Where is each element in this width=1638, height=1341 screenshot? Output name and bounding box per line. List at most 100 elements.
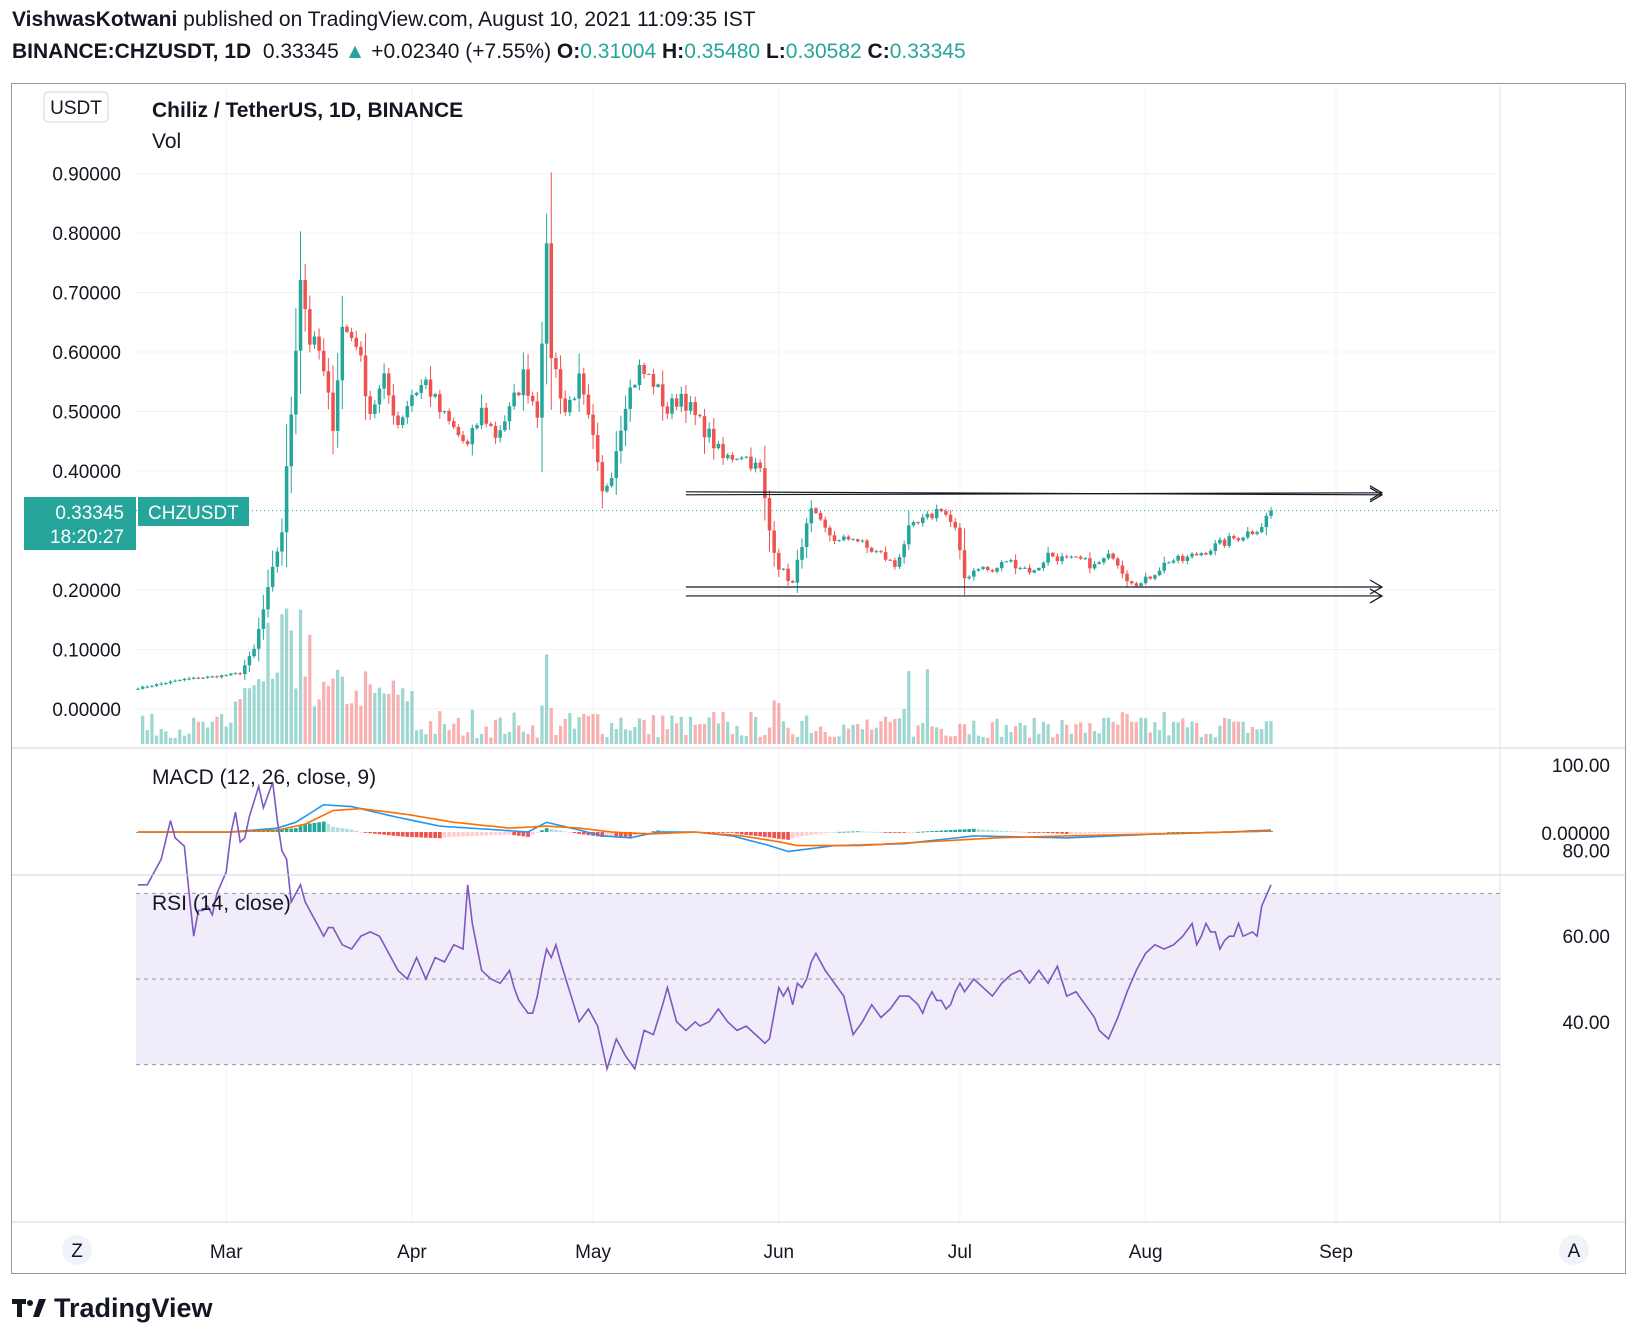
candle xyxy=(210,675,215,679)
candle xyxy=(1250,530,1255,536)
macd-histogram-bar xyxy=(1176,832,1180,833)
macd-histogram-bar xyxy=(916,831,920,833)
volume-bar xyxy=(767,727,772,744)
volume-label[interactable]: Vol xyxy=(152,130,181,153)
channel-line[interactable] xyxy=(685,492,1383,496)
macd-histogram-bar xyxy=(512,832,516,836)
close-label: C: xyxy=(867,40,890,63)
volume-bar xyxy=(1120,712,1125,744)
time-tick-label: Sep xyxy=(1319,1242,1353,1263)
macd-histogram-bar xyxy=(1083,832,1088,834)
candle xyxy=(1255,530,1259,536)
volume-bar xyxy=(1241,721,1245,744)
macd-histogram-bar xyxy=(1134,832,1139,833)
volume-bar xyxy=(679,716,683,744)
volume-bar xyxy=(377,687,382,744)
macd-histogram-bar xyxy=(1125,832,1129,833)
macd-histogram-bar xyxy=(479,832,484,836)
price-tick-label: 0.50000 xyxy=(52,403,121,424)
volume-bar xyxy=(466,732,470,744)
close-value: 0.33345 xyxy=(889,40,966,63)
rsi-tick-label: 100.00 xyxy=(1552,756,1610,777)
candle xyxy=(702,408,707,454)
candle xyxy=(168,680,173,685)
volume-bar xyxy=(758,736,762,744)
macd-histogram-bar xyxy=(730,832,735,833)
candle xyxy=(828,525,832,542)
z-button[interactable]: Z xyxy=(62,1235,92,1265)
macd-label[interactable]: MACD (12, 26, close, 9) xyxy=(152,766,376,789)
volume-bar xyxy=(684,734,688,744)
candle xyxy=(182,677,187,682)
candle xyxy=(1176,554,1180,564)
rsi-label[interactable]: RSI (14, close) xyxy=(152,892,291,915)
volume-bar xyxy=(363,671,368,744)
candle xyxy=(1009,558,1013,563)
candle xyxy=(535,391,540,429)
candle xyxy=(1023,566,1027,569)
macd-histogram-bar xyxy=(549,828,554,832)
volume-bar xyxy=(1157,730,1162,744)
volume-bar xyxy=(995,718,999,744)
volume-bar xyxy=(322,681,326,744)
candle xyxy=(814,507,818,515)
candle xyxy=(1227,532,1231,549)
tradingview-logo-icon xyxy=(12,1299,46,1317)
macd-histogram-bar xyxy=(711,832,716,833)
volume-bar xyxy=(1195,722,1199,744)
volume-bar xyxy=(744,735,748,744)
publish-info: VishwasKotwani published on TradingView.… xyxy=(12,8,756,32)
macd-histogram-bar xyxy=(493,832,498,836)
volume-bar xyxy=(280,614,284,744)
macd-histogram-bar xyxy=(967,829,972,832)
volume-bar xyxy=(479,733,484,744)
a-button-text: A xyxy=(1568,1241,1581,1262)
candle xyxy=(1050,552,1055,558)
macd-histogram-bar xyxy=(535,832,540,833)
volume-bar xyxy=(805,715,809,744)
volume-bar xyxy=(224,726,228,744)
volume-bar xyxy=(953,736,957,744)
candle xyxy=(1129,580,1134,585)
candle xyxy=(224,674,228,677)
volume-bar xyxy=(257,679,261,744)
candle xyxy=(777,548,781,578)
currency-badge[interactable]: USDT xyxy=(43,91,109,123)
channel-arrow-icon xyxy=(1369,485,1384,501)
macd-histogram-bar xyxy=(1148,832,1153,833)
volume-bar xyxy=(535,737,539,744)
macd-histogram-bar xyxy=(995,830,999,832)
macd-histogram-bar xyxy=(507,832,512,835)
candle xyxy=(1153,574,1157,581)
rsi-tick-label: 60.00 xyxy=(1562,927,1610,948)
macd-histogram-bar xyxy=(623,832,628,837)
macd-histogram-bar xyxy=(1018,831,1023,833)
candle xyxy=(642,362,646,379)
macd-histogram-bar xyxy=(846,831,851,833)
macd-histogram-bar xyxy=(470,832,475,837)
candle xyxy=(623,395,628,447)
macd-histogram-bar xyxy=(428,832,433,838)
macd-histogram-bar xyxy=(289,828,294,832)
macd-histogram-bar xyxy=(516,832,521,836)
candle xyxy=(1246,526,1250,540)
macd-histogram-bar xyxy=(865,831,869,833)
a-button[interactable]: A xyxy=(1559,1235,1589,1265)
macd-histogram-bar xyxy=(1064,832,1069,834)
volume-bar xyxy=(614,729,618,744)
candle xyxy=(410,389,414,412)
candle xyxy=(888,558,893,561)
candle xyxy=(326,357,331,410)
macd-histogram-bar xyxy=(540,830,544,832)
volume-bar xyxy=(958,723,962,744)
price-tick-label: 0.00000 xyxy=(52,700,121,721)
candle xyxy=(920,513,925,527)
macd-histogram-bar xyxy=(1013,831,1018,833)
macd-histogram-bar xyxy=(781,832,786,840)
volume-bar xyxy=(405,701,409,744)
volume-bar xyxy=(818,726,823,744)
tradingview-logo[interactable]: TradingView xyxy=(12,1293,213,1324)
candle xyxy=(479,394,484,430)
volume-bar xyxy=(693,724,697,744)
